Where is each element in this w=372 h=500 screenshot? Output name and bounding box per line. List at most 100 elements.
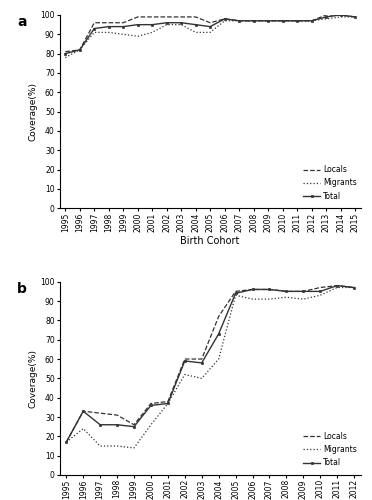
Total <box>193 22 198 28</box>
Locals <box>199 356 204 362</box>
Migrants <box>266 18 270 24</box>
Text: a: a <box>17 15 27 29</box>
Total <box>267 286 272 292</box>
Total <box>106 24 111 30</box>
Locals <box>63 48 68 54</box>
Locals <box>98 410 102 416</box>
Text: b: b <box>17 282 27 296</box>
Total <box>324 14 328 20</box>
Total <box>199 360 204 366</box>
Migrants <box>150 30 154 36</box>
Locals <box>301 288 305 294</box>
Migrants <box>179 22 183 28</box>
Migrants <box>193 30 198 36</box>
Total <box>353 14 357 20</box>
Total <box>135 22 140 28</box>
X-axis label: Birth Cohort: Birth Cohort <box>180 236 240 246</box>
Locals <box>166 398 170 404</box>
Migrants <box>237 18 241 24</box>
Migrants <box>81 426 86 432</box>
Locals <box>295 18 299 24</box>
Total <box>222 16 227 22</box>
Locals <box>106 20 111 26</box>
Locals <box>121 20 125 26</box>
Locals <box>318 284 323 290</box>
Total <box>352 284 356 290</box>
Total <box>266 18 270 24</box>
Total <box>121 24 125 30</box>
Locals <box>208 20 212 26</box>
Total <box>250 286 255 292</box>
Total <box>335 282 339 288</box>
Total <box>78 47 82 53</box>
Total <box>208 24 212 30</box>
Total <box>149 402 153 408</box>
Migrants <box>132 445 136 451</box>
Total <box>115 422 119 428</box>
Locals <box>335 282 339 288</box>
Total <box>318 288 323 294</box>
Locals <box>222 16 227 22</box>
Migrants <box>106 30 111 36</box>
Locals <box>64 439 68 445</box>
Migrants <box>310 18 314 24</box>
Line: Total: Total <box>65 284 356 444</box>
Locals <box>81 408 86 414</box>
Line: Locals: Locals <box>65 15 355 52</box>
Migrants <box>164 22 169 28</box>
Locals <box>353 14 357 20</box>
Migrants <box>199 376 204 382</box>
Locals <box>266 18 270 24</box>
Migrants <box>63 54 68 60</box>
Total <box>63 50 68 56</box>
Total <box>183 358 187 364</box>
Total <box>338 12 343 18</box>
Migrants <box>318 292 323 298</box>
Migrants <box>64 439 68 445</box>
Migrants <box>250 296 255 302</box>
Migrants <box>295 18 299 24</box>
Locals <box>310 18 314 24</box>
Migrants <box>115 443 119 449</box>
Locals <box>92 20 96 26</box>
Locals <box>352 284 356 290</box>
Total <box>237 18 241 24</box>
Migrants <box>353 14 357 20</box>
Migrants <box>208 30 212 36</box>
Locals <box>115 412 119 418</box>
Migrants <box>280 18 285 24</box>
Total <box>164 20 169 26</box>
Total <box>310 18 314 24</box>
Migrants <box>352 284 356 290</box>
Total <box>284 288 289 294</box>
Locals <box>250 286 255 292</box>
Migrants <box>78 47 82 53</box>
Line: Migrants: Migrants <box>65 17 355 58</box>
Legend: Locals, Migrants, Total: Locals, Migrants, Total <box>304 165 357 200</box>
Migrants <box>166 400 170 406</box>
Y-axis label: Coverage(%): Coverage(%) <box>28 82 37 141</box>
Total <box>217 331 221 337</box>
Locals <box>324 12 328 18</box>
Locals <box>164 14 169 20</box>
Migrants <box>324 16 328 22</box>
Locals <box>149 400 153 406</box>
Migrants <box>251 18 256 24</box>
Total <box>166 400 170 406</box>
Total <box>98 422 102 428</box>
Total <box>150 22 154 28</box>
Y-axis label: Coverage(%): Coverage(%) <box>28 349 37 408</box>
Locals <box>284 288 289 294</box>
Migrants <box>217 356 221 362</box>
Migrants <box>301 296 305 302</box>
Migrants <box>183 372 187 378</box>
Total <box>92 26 96 32</box>
Migrants <box>121 32 125 38</box>
Migrants <box>335 284 339 290</box>
Total <box>179 20 183 26</box>
Locals <box>338 12 343 18</box>
Total <box>132 424 136 430</box>
Migrants <box>98 443 102 449</box>
Locals <box>267 286 272 292</box>
Total <box>301 288 305 294</box>
